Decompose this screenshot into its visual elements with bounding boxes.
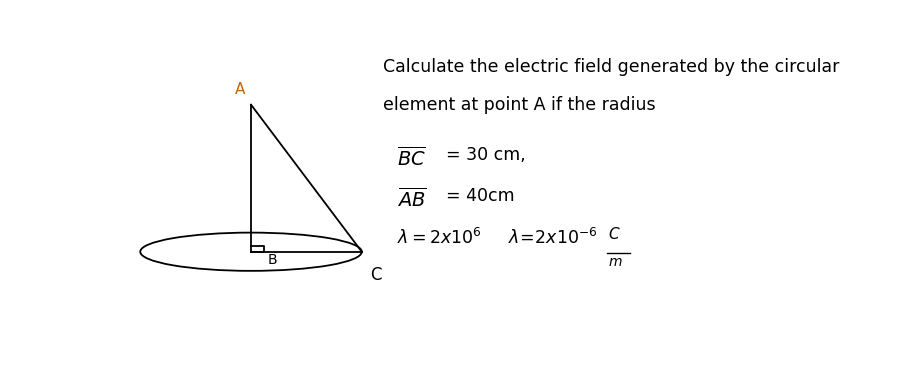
Text: m: m — [609, 255, 621, 269]
Text: = 40cm: = 40cm — [446, 187, 514, 205]
Text: Calculate the electric field generated by the circular: Calculate the electric field generated b… — [384, 58, 840, 76]
Text: $\mathbf{\overline{\mathit{AB}}}$: $\mathbf{\overline{\mathit{AB}}}$ — [397, 187, 427, 210]
Text: element at point A if the radius: element at point A if the radius — [384, 96, 656, 114]
Text: C: C — [371, 267, 382, 285]
Text: $\mathbf{\overline{\mathit{BC}}}$: $\mathbf{\overline{\mathit{BC}}}$ — [397, 146, 427, 170]
Text: $\lambda = 2x10^6$: $\lambda = 2x10^6$ — [397, 228, 482, 248]
Text: C: C — [609, 227, 619, 242]
Text: A: A — [235, 82, 245, 97]
Text: = 30 cm,: = 30 cm, — [446, 146, 526, 164]
Text: B: B — [267, 253, 278, 267]
Text: $\lambda\!=\!2x10^{-6}$: $\lambda\!=\!2x10^{-6}$ — [508, 228, 597, 248]
